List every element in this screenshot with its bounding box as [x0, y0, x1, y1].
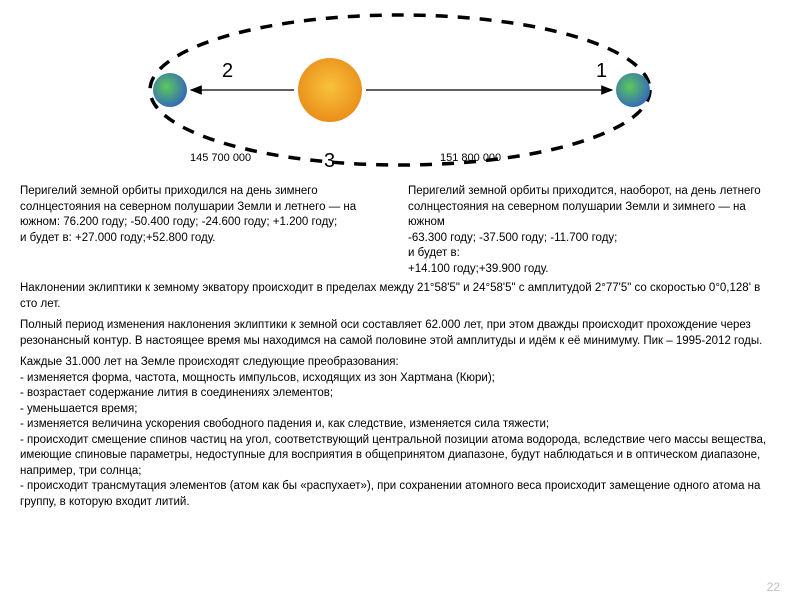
orbit-svg: [0, 0, 800, 180]
sun-icon: [298, 58, 362, 122]
label-2: 2: [222, 60, 233, 83]
columns-row: Перигелий земной орбиты приходился на де…: [0, 184, 800, 277]
column-left: Перигелий земной орбиты приходился на де…: [20, 184, 392, 277]
orbit-diagram: 2 1 3 145 700 000 151 800 000: [0, 0, 800, 180]
paragraph-2: Полный период изменения наклонения эклип…: [20, 318, 780, 349]
paragraph-3: Каждые 31.000 лет на Земле происходят сл…: [20, 355, 780, 510]
body-text: Наклонении эклиптики к земному экватору …: [0, 277, 800, 510]
label-3: 3: [324, 150, 335, 173]
distance-aphelion: 151 800 000: [440, 152, 501, 164]
label-1: 1: [596, 60, 607, 83]
column-right: Перигелий земной орбиты приходится, наоб…: [408, 184, 780, 277]
page-number: 22: [767, 580, 780, 594]
earth-aphelion-icon: [616, 73, 650, 107]
paragraph-1: Наклонении эклиптики к земному экватору …: [20, 281, 780, 312]
earth-perihelion-icon: [153, 73, 187, 107]
distance-perihelion: 145 700 000: [190, 152, 251, 164]
